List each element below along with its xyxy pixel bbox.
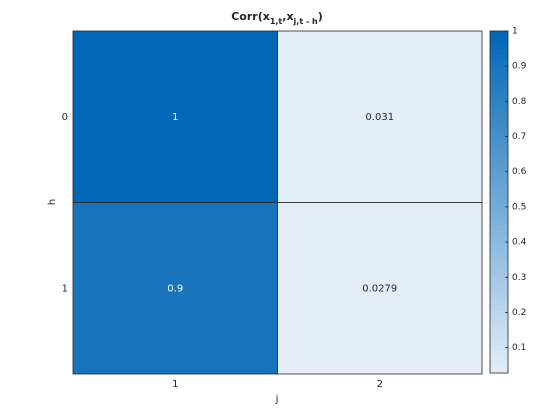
- colorbar-step: [490, 133, 508, 140]
- colorbar-step: [490, 53, 508, 60]
- colorbar-step: [490, 241, 508, 249]
- colorbar-step: [490, 264, 508, 271]
- colorbar-step: [490, 270, 508, 277]
- colorbar-step: [490, 156, 508, 163]
- heatmap-cell: [277, 202, 483, 375]
- colorbar-tick-label: 0.1: [512, 343, 526, 353]
- colorbar-step: [490, 122, 508, 129]
- colorbar: [490, 31, 508, 374]
- colorbar-step: [490, 281, 508, 288]
- colorbar-step: [490, 327, 508, 334]
- colorbar-step: [490, 150, 508, 157]
- colorbar-step: [490, 145, 508, 152]
- colorbar-step: [490, 230, 508, 237]
- colorbar-step: [490, 236, 508, 243]
- title-part: j,t - h: [293, 17, 318, 26]
- colorbar-step: [490, 76, 508, 83]
- colorbar-step: [490, 287, 508, 294]
- cell-label: 1: [172, 112, 178, 123]
- y-tick-label: 1: [62, 283, 68, 294]
- colorbar-step: [490, 162, 508, 169]
- colorbar-step: [490, 293, 508, 300]
- chart-title: Corr(x1,t,xj,t - h): [231, 10, 323, 26]
- colorbar-step: [490, 99, 508, 106]
- colorbar-step: [490, 105, 508, 112]
- colorbar-step: [490, 88, 508, 95]
- colorbar-step: [490, 127, 508, 135]
- colorbar-step: [490, 316, 508, 323]
- colorbar-step: [490, 42, 508, 49]
- colorbar-frame: [489, 30, 509, 374]
- colorbar-step: [490, 207, 508, 214]
- colorbar-step: [490, 344, 508, 351]
- colorbar-step: [490, 110, 508, 117]
- y-axis-label: h: [47, 199, 58, 205]
- colorbar-step: [490, 219, 508, 226]
- colorbar-step: [490, 338, 508, 345]
- colorbar-step: [490, 350, 508, 357]
- colorbar-tick-label: 0.8: [512, 97, 527, 107]
- colorbar-step: [490, 298, 508, 306]
- colorbar-step: [490, 253, 508, 260]
- colorbar-step: [490, 224, 508, 231]
- heatmap-cell: [72, 30, 278, 203]
- colorbar-step: [490, 139, 508, 146]
- colorbar-step: [490, 321, 508, 328]
- colorbar-tick-label: 0.9: [512, 62, 527, 72]
- cell-label: 0.031: [365, 112, 394, 123]
- colorbar-step: [490, 196, 508, 203]
- colorbar-step: [490, 213, 508, 220]
- x-axis-label: j: [275, 394, 279, 405]
- x-tick-label: 2: [377, 379, 383, 390]
- colorbar-tick-label: 0.4: [512, 238, 527, 248]
- title-part: ): [318, 10, 323, 23]
- colorbar-step: [490, 82, 508, 89]
- colorbar-step: [490, 333, 508, 340]
- colorbar-step: [490, 190, 508, 197]
- colorbar-step: [490, 276, 508, 283]
- title-part: ,x: [282, 10, 293, 23]
- cell-label: 0.9: [167, 283, 183, 294]
- colorbar-tick-label: 0.5: [512, 202, 526, 212]
- colorbar-step: [490, 173, 508, 180]
- colorbar-step: [490, 65, 508, 72]
- colorbar-step: [490, 361, 508, 368]
- colorbar-tick-label: 0.2: [512, 308, 526, 318]
- colorbar-step: [490, 179, 508, 186]
- colorbar-step: [490, 247, 508, 254]
- colorbar-step: [490, 367, 508, 374]
- colorbar-step: [490, 304, 508, 311]
- title-part: 1,t: [270, 17, 283, 26]
- x-tick-label: 1: [172, 379, 178, 390]
- heatmap-cell: [72, 202, 278, 375]
- colorbar-step: [490, 36, 508, 43]
- colorbar-step: [490, 310, 508, 317]
- colorbar-step: [490, 48, 508, 55]
- colorbar-step: [490, 31, 508, 38]
- title-part: Corr(x: [231, 10, 270, 23]
- colorbar-step: [490, 259, 508, 266]
- colorbar-tick-label: 1: [512, 27, 518, 37]
- colorbar-tick-label: 0.6: [512, 167, 527, 177]
- colorbar-step: [490, 70, 508, 78]
- colorbar-step: [490, 184, 508, 192]
- y-tick-label: 0: [62, 112, 68, 123]
- heatmap-cell: [277, 30, 483, 203]
- colorbar-tick-label: 0.7: [512, 132, 526, 142]
- colorbar-step: [490, 355, 508, 363]
- colorbar-tick-label: 0.3: [512, 273, 526, 283]
- colorbar-step: [490, 59, 508, 66]
- colorbar-step: [490, 167, 508, 174]
- colorbar-step: [490, 116, 508, 123]
- colorbar-step: [490, 202, 508, 209]
- cell-label: 0.0279: [362, 283, 397, 294]
- colorbar-step: [490, 93, 508, 100]
